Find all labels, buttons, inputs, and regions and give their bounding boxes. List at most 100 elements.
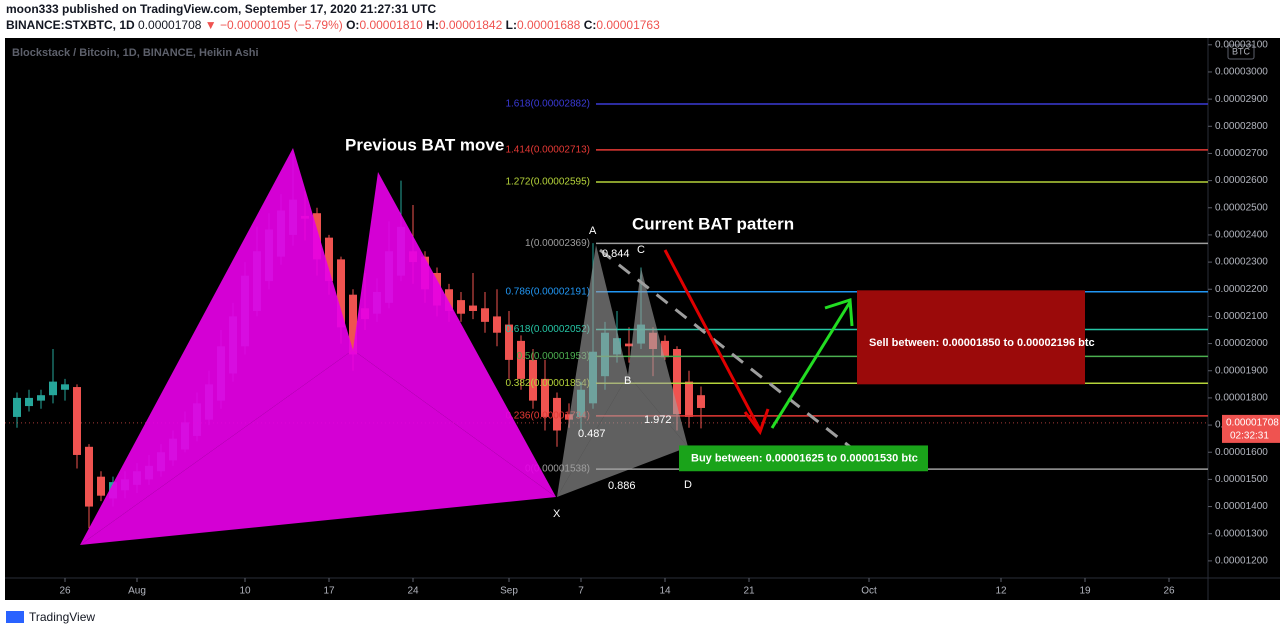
x-tick-label: 17 <box>323 586 335 597</box>
fib-label: 0.382(0.00001854) <box>505 378 590 389</box>
x-tick-label: Sep <box>500 586 518 597</box>
candle-body <box>49 381 57 396</box>
x-tick-label: Oct <box>861 586 877 597</box>
red-arrow-head <box>743 408 770 436</box>
l: 0.00001688 <box>517 18 581 32</box>
annotation: Current BAT pattern <box>632 214 794 233</box>
price-zone <box>679 445 928 472</box>
fib-label: 0.236(0.00001734) <box>505 410 590 421</box>
ratio-label: 0.886 <box>608 480 636 492</box>
green-arrow <box>770 301 852 429</box>
x-tick-label: 7 <box>578 586 584 597</box>
last-price-label: 0.00001708 <box>1226 418 1279 429</box>
red-arrow <box>663 249 762 431</box>
overlays <box>80 148 883 545</box>
c: 0.00001763 <box>596 18 660 32</box>
y-tick-label: 0.00002900 <box>1215 94 1268 105</box>
currency: BTC <box>1232 46 1251 56</box>
y-tick-label: 0.00002800 <box>1215 121 1268 132</box>
y-tick-label: 0.00002500 <box>1215 202 1268 213</box>
point-label: B <box>624 375 631 387</box>
zone-label: Sell between: 0.00001850 to 0.00002196 b… <box>869 337 1095 349</box>
candle-body <box>37 395 45 401</box>
candle-body <box>517 340 525 379</box>
x-tick-label: 24 <box>407 586 419 597</box>
logo <box>6 611 24 623</box>
candle-body <box>25 397 33 407</box>
y-tick-label: 0.00002200 <box>1215 284 1268 295</box>
candle-body <box>505 324 513 360</box>
last-price-badge <box>1222 414 1280 443</box>
y-tick-label: 0.00001600 <box>1215 447 1268 458</box>
fib-label: 0.618(0.00002052) <box>505 324 590 335</box>
y-tick-label: 0.00002300 <box>1215 257 1268 268</box>
candle-body <box>685 381 693 417</box>
h-label: H: <box>426 18 439 32</box>
candle-body <box>73 387 81 455</box>
candle-body <box>349 294 357 355</box>
candle-body <box>529 359 537 401</box>
quote-line: BINANCE:STXBTC, 1D 0.00001708 ▼ −0.00000… <box>6 18 660 32</box>
y-tick-label: 0.00002400 <box>1215 230 1268 241</box>
previous-bat-bcd <box>353 172 556 497</box>
x-tick-label: 12 <box>995 586 1007 597</box>
ratio-label: 1.972 <box>644 414 672 426</box>
y-tick-label: 0.00001200 <box>1215 556 1268 567</box>
point-label: C <box>637 244 645 256</box>
x-tick-label: 10 <box>239 586 251 597</box>
y-tick-label: 0.00003000 <box>1215 67 1268 78</box>
candle-body <box>469 305 477 311</box>
h: 0.00001842 <box>439 18 503 32</box>
candle-body <box>493 316 501 333</box>
x-tick-label: Aug <box>128 586 146 597</box>
candle-body <box>457 300 465 314</box>
symbol: BINANCE:STXBTC, 1D <box>6 18 135 32</box>
y-tick-label: 0.00002700 <box>1215 148 1268 159</box>
y-tick-label: 0.00003100 <box>1215 39 1268 50</box>
x-tick-label: 26 <box>59 586 71 597</box>
fib-label: 1.414(0.00002713) <box>505 145 590 156</box>
y-tick-label: 0.00001300 <box>1215 528 1268 539</box>
previous-bat-xab <box>80 148 353 545</box>
candle-body <box>625 343 633 347</box>
y-tick-label: 0.00002000 <box>1215 338 1268 349</box>
y-tick-label: 0.00002100 <box>1215 311 1268 322</box>
x-tick-label: 19 <box>1079 586 1091 597</box>
price-zone <box>857 290 1085 385</box>
o-label: O: <box>346 18 359 32</box>
brand: TradingView <box>29 610 95 624</box>
chart-title: Blockstack / Bitcoin, 1D, BINANCE, Heiki… <box>12 47 259 59</box>
current-bat-xab <box>557 245 628 497</box>
change: ▼ −0.00000105 (−5.79%) <box>205 18 343 32</box>
candle-body <box>553 397 561 431</box>
currency-badge <box>1227 44 1255 60</box>
candle-body <box>445 289 453 311</box>
annotation: Previous BAT move <box>345 135 504 154</box>
candle-body <box>97 476 105 496</box>
l-label: L: <box>506 18 517 32</box>
fib-label: 1.272(0.00002595) <box>505 177 590 188</box>
zone-label: Buy between: 0.00001625 to 0.00001530 bt… <box>691 452 918 464</box>
candle-body <box>697 395 705 408</box>
candle-body <box>325 237 333 282</box>
c-label: C: <box>584 18 597 32</box>
trend-line <box>599 248 883 474</box>
ratio-label: 0.487 <box>578 428 606 440</box>
candle-body <box>661 340 669 358</box>
point-label: D <box>684 479 692 491</box>
fib-label: 0.786(0.00002191) <box>505 286 590 297</box>
candle-body <box>85 446 93 507</box>
countdown: 02:32:31 <box>1230 431 1269 442</box>
x-tick-label: 14 <box>659 586 671 597</box>
fib-label: 0.5(0.00001953) <box>517 351 590 362</box>
y-tick-label: 0.00002600 <box>1215 175 1268 186</box>
candle-body <box>481 308 489 322</box>
x-tick-label: 26 <box>1163 586 1175 597</box>
y-tick-label: 0.00001800 <box>1215 393 1268 404</box>
y-tick-label: 0.00001500 <box>1215 474 1268 485</box>
author-line: moon333 published on TradingView.com, Se… <box>6 2 436 16</box>
y-tick-label: 0.00001900 <box>1215 365 1268 376</box>
previous-bat-xbd <box>80 350 556 545</box>
candle-body <box>61 384 69 390</box>
